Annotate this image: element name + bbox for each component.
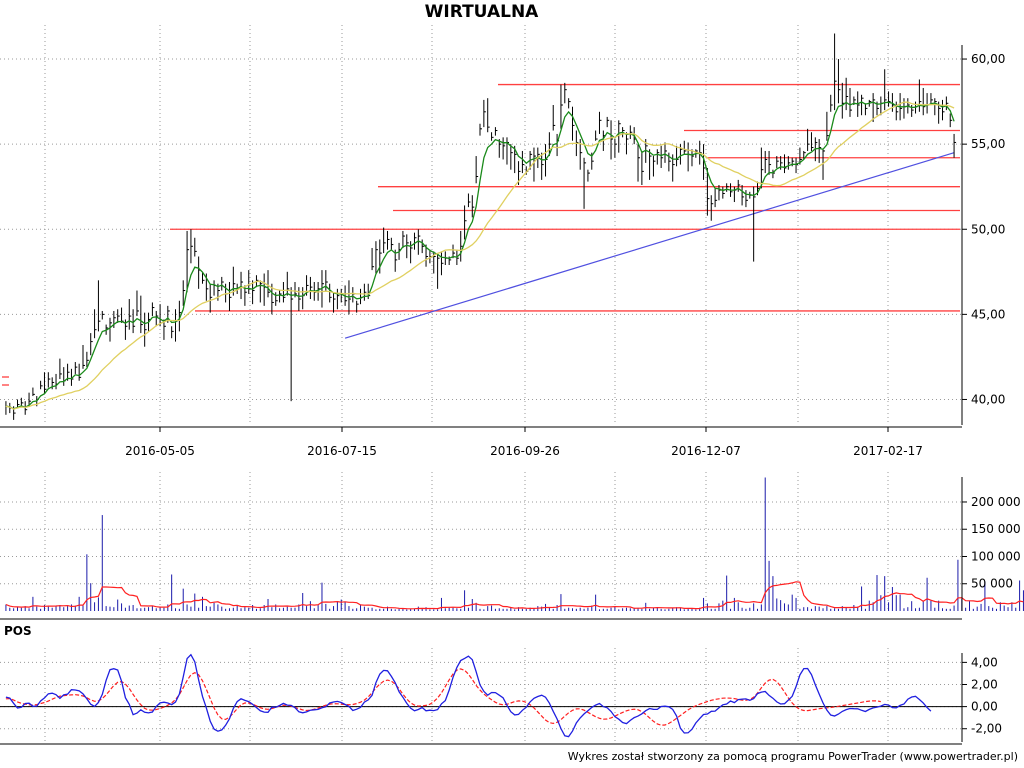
pos-y-tick-label: 4,00 xyxy=(971,655,998,669)
x-tick-label: 2016-12-07 xyxy=(671,444,741,458)
price-y-tick-label: 50,00 xyxy=(971,222,1005,236)
pos-y-tick-label: 2,00 xyxy=(971,677,998,691)
volume-y-tick-label: 50 000 xyxy=(971,577,1013,591)
price-y-tick-label: 55,00 xyxy=(971,137,1005,151)
volume-y-tick-label: 150 000 xyxy=(971,522,1021,536)
pos-panel-title: POS xyxy=(4,624,32,638)
x-tick-label: 2016-05-05 xyxy=(125,444,195,458)
volume-y-tick-label: 200 000 xyxy=(971,495,1021,509)
price-y-tick-label: 45,00 xyxy=(971,307,1005,321)
grid-lines xyxy=(0,25,962,742)
price-panel xyxy=(2,33,960,420)
x-tick-label: 2017-02-17 xyxy=(853,444,923,458)
pos-signal-line xyxy=(5,668,881,726)
volume-panel xyxy=(5,477,1024,611)
x-tick-label: 2016-09-26 xyxy=(490,444,560,458)
footer-credit: Wykres został stworzony za pomocą progra… xyxy=(567,750,1018,763)
pos-y-tick-label: 0,00 xyxy=(971,700,998,714)
chart-title: WIRTUALNA xyxy=(424,2,539,22)
pos-y-tick-label: -2,00 xyxy=(971,722,1002,736)
trendline xyxy=(344,152,955,339)
price-y-tick-label: 40,00 xyxy=(971,392,1005,406)
price-y-tick-label: 60,00 xyxy=(971,52,1005,66)
ma-long-line xyxy=(5,101,955,410)
volume-y-tick-label: 100 000 xyxy=(971,549,1021,563)
axes: 40,00 45,00 50,00 55,00 60,00 50 000 100 000 15… xyxy=(0,45,1021,745)
pos-line xyxy=(5,653,932,738)
volume-ma-line xyxy=(5,581,1024,610)
pos-panel xyxy=(0,653,962,738)
x-tick-label: 2016-07-15 xyxy=(307,444,377,458)
